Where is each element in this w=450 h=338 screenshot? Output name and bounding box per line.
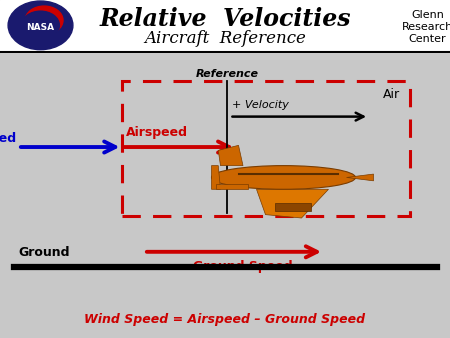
Circle shape xyxy=(25,6,63,34)
Bar xyxy=(0,0,450,52)
Text: Aircraft  Reference: Aircraft Reference xyxy=(144,30,306,47)
Text: Reference: Reference xyxy=(196,69,259,79)
Bar xyxy=(0,52,450,338)
Text: NASA: NASA xyxy=(27,23,54,31)
Circle shape xyxy=(22,11,59,40)
Bar xyxy=(122,81,410,216)
Polygon shape xyxy=(212,166,220,189)
Polygon shape xyxy=(346,174,374,181)
Text: Wind  Speed: Wind Speed xyxy=(0,132,16,145)
Text: Airspeed: Airspeed xyxy=(126,126,188,139)
Text: Air: Air xyxy=(383,88,400,101)
Text: Ground Speed: Ground Speed xyxy=(193,260,293,273)
Text: Ground: Ground xyxy=(18,246,69,259)
Polygon shape xyxy=(274,203,310,211)
Polygon shape xyxy=(256,189,328,218)
Text: Relative  Velocities: Relative Velocities xyxy=(99,6,351,31)
Text: Glenn
Research
Center: Glenn Research Center xyxy=(402,10,450,44)
Text: Wind Speed = Airspeed – Ground Speed: Wind Speed = Airspeed – Ground Speed xyxy=(85,313,365,326)
Polygon shape xyxy=(216,184,248,189)
Ellipse shape xyxy=(212,166,356,189)
Text: + Velocity: + Velocity xyxy=(232,100,288,110)
Circle shape xyxy=(8,1,73,50)
Polygon shape xyxy=(218,145,243,166)
